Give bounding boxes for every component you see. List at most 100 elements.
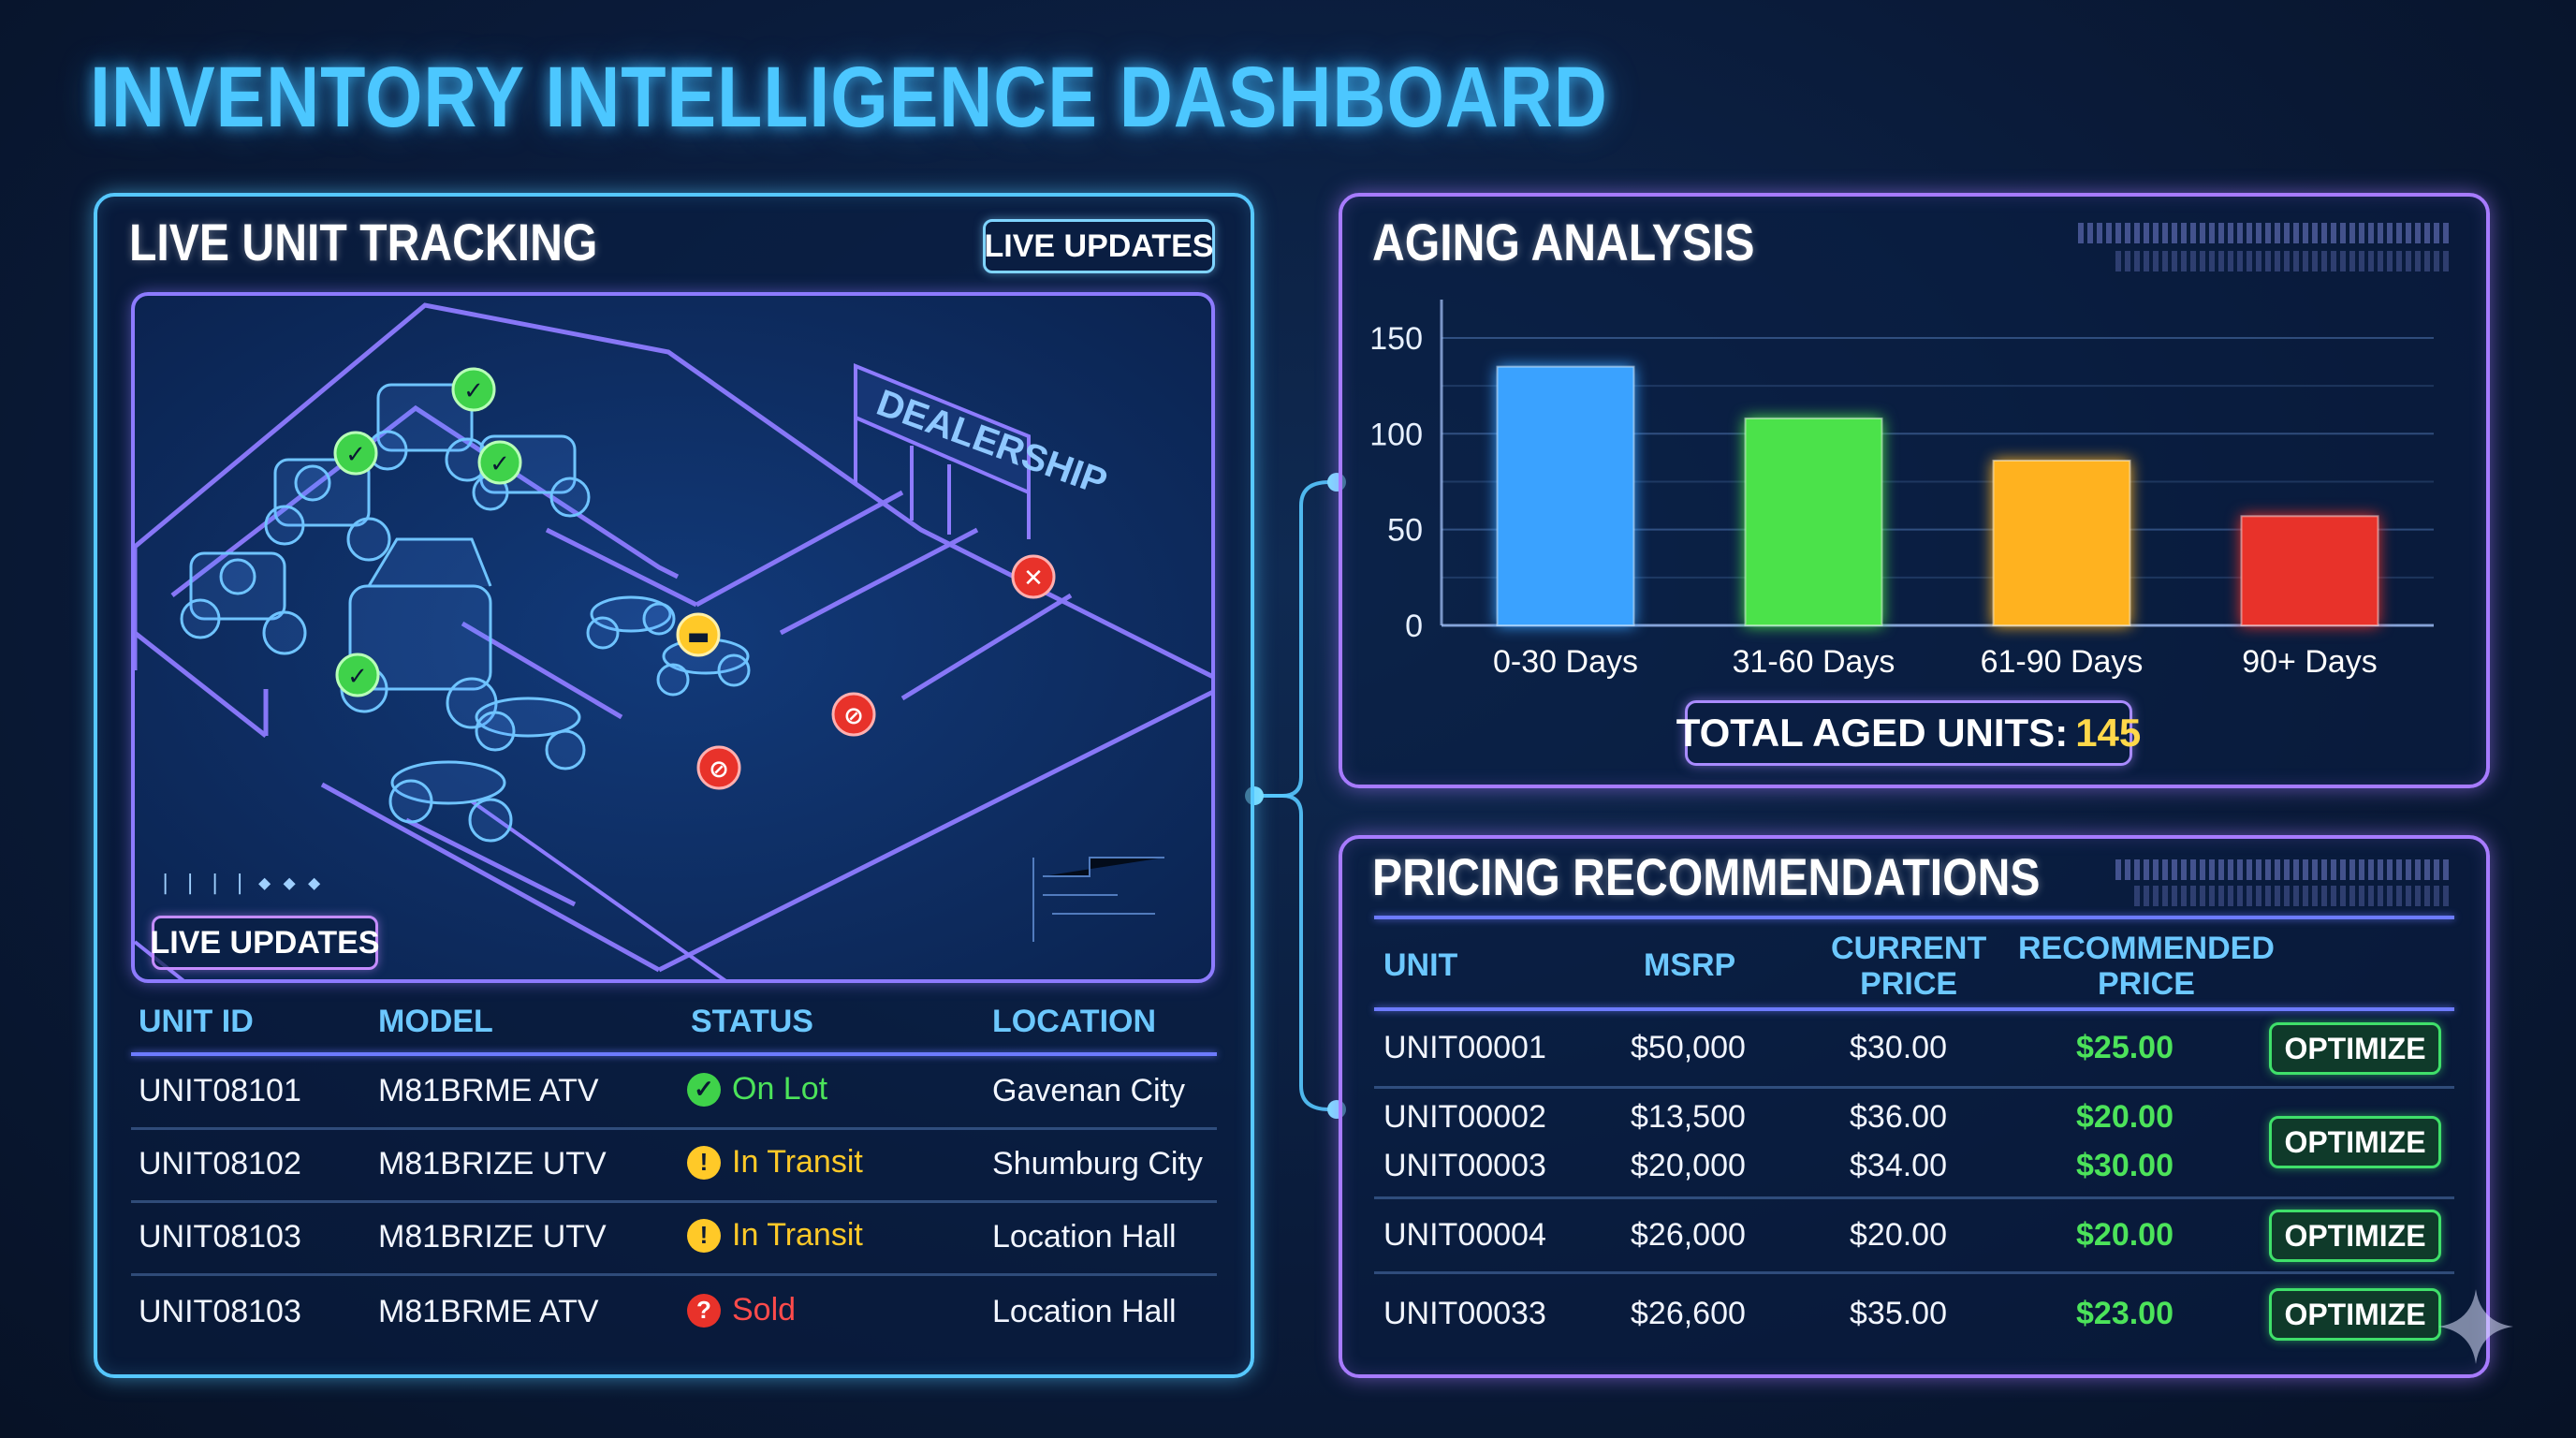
sparkle-icon (2438, 1289, 2513, 1364)
bar-31-60-days (1744, 417, 1883, 626)
data-stream-decoration (2078, 223, 2452, 243)
optimize-button[interactable]: OPTIMIZE (2269, 1210, 2441, 1262)
sold-marker-3: ⊘ (696, 745, 741, 790)
bar-90-days (2240, 515, 2379, 626)
table-header-divider (131, 1052, 1217, 1056)
pricing-row-recommended: $23.00 (2076, 1296, 2174, 1331)
svg-text:⊘: ⊘ (843, 702, 864, 730)
question-icon: ? (687, 1293, 721, 1328)
status-label: On Lot (732, 1071, 828, 1107)
y-tick-label: 150 (1369, 321, 1423, 357)
motorcycle-3 (586, 595, 676, 650)
live-updates-badge[interactable]: LIVE UPDATES (983, 219, 1215, 273)
utv-vehicle (340, 537, 498, 729)
col-unit-id: UNIT ID (139, 1004, 254, 1039)
x-tick-label: 90+ Days (2242, 644, 2378, 680)
table-row-model: M81BRME ATV (378, 1073, 599, 1108)
table-row-model: M81BRIZE UTV (378, 1219, 607, 1255)
col-recommended-line2: PRICE (2097, 966, 2195, 1002)
row-divider (1374, 1086, 2454, 1089)
in-transit-marker: ▬ (676, 612, 721, 657)
row-divider (131, 1127, 1217, 1130)
x-tick-label: 0-30 Days (1493, 644, 1638, 680)
col-current-price: CURRENT PRICE (1831, 931, 1986, 1002)
data-stream-decoration (2115, 251, 2452, 271)
bar-0-30-days (1496, 365, 1635, 626)
svg-text:✕: ✕ (1023, 565, 1044, 593)
col-current-line2: PRICE (1860, 966, 1958, 1002)
aging-bar-chart: 0 50 100 150 0-30 Days 31-60 Days 61-90 Days 90… (1369, 300, 2434, 680)
pricing-row-recommended: $25.00 (2076, 1030, 2174, 1065)
y-tick-label: 100 (1369, 417, 1423, 452)
total-aged-units: TOTAL AGED UNITS: 145 (1676, 700, 2141, 766)
svg-text:⊘: ⊘ (709, 756, 729, 784)
svg-text:▬: ▬ (687, 623, 710, 651)
svg-text:✓: ✓ (463, 377, 484, 405)
circuit-decoration (1032, 857, 1164, 942)
optimize-button[interactable]: OPTIMIZE (2269, 1288, 2441, 1341)
svg-text:✓: ✓ (345, 441, 366, 469)
svg-text:✓: ✓ (347, 663, 368, 691)
pricing-top-divider (1374, 916, 2454, 919)
col-model: MODEL (378, 1004, 493, 1039)
pricing-row-recommended: $20.00 (2076, 1099, 2174, 1135)
status-in-transit: ! In Transit (687, 1144, 863, 1181)
total-aged-label: TOTAL AGED UNITS: (1676, 711, 2069, 755)
table-row-location: Shumburg City (992, 1146, 1203, 1181)
pricing-row-msrp: $20,000 (1631, 1148, 1746, 1183)
col-recommended-price: RECOMMENDED PRICE (2018, 931, 2275, 1002)
total-aged-value: 145 (2075, 711, 2142, 755)
pricing-row-unit: UNIT00033 (1383, 1296, 1546, 1331)
atv-vehicle-3 (367, 383, 490, 482)
on-lot-marker-2: ✓ (451, 367, 496, 412)
status-on-lot: ✓ On Lot (687, 1071, 827, 1108)
pricing-row-current: $30.00 (1850, 1030, 1947, 1065)
status-sold: ? Sold (687, 1292, 796, 1328)
optimize-button[interactable]: OPTIMIZE (2269, 1022, 2441, 1075)
motorcycle-2 (475, 697, 586, 770)
pricing-row-current: $35.00 (1850, 1296, 1947, 1331)
table-row-location: Gavenan City (992, 1073, 1185, 1108)
row-divider (1374, 1196, 2454, 1199)
optimize-button[interactable]: OPTIMIZE (2269, 1116, 2441, 1168)
row-divider (131, 1273, 1217, 1276)
status-label: In Transit (732, 1144, 863, 1180)
x-tick-label: 61-90 Days (1981, 644, 2144, 680)
col-status: STATUS (691, 1004, 813, 1039)
data-stream-text: | | | | ◆ ◆ ◆ (159, 872, 321, 895)
table-row-unit-id: UNIT08103 (139, 1219, 301, 1255)
pricing-row-msrp: $26,000 (1631, 1217, 1746, 1253)
col-recommended-line1: RECOMMENDED (2018, 931, 2275, 966)
live-tracking-title: LIVE UNIT TRACKING (129, 213, 598, 271)
row-divider (131, 1200, 1217, 1203)
motorcycle-1 (388, 760, 513, 843)
pricing-row-msrp: $26,600 (1631, 1296, 1746, 1331)
pricing-row-current: $20.00 (1850, 1217, 1947, 1253)
data-stream-decoration (2134, 886, 2452, 906)
pricing-row-msrp: $50,000 (1631, 1030, 1746, 1065)
table-row-location: Location Hall (992, 1219, 1177, 1255)
table-row-unit-id: UNIT08102 (139, 1146, 301, 1181)
pricing-row-unit: UNIT00002 (1383, 1099, 1546, 1135)
warning-icon: ! (687, 1218, 721, 1253)
sold-marker-1: ✕ (1011, 554, 1056, 599)
check-icon: ✓ (687, 1072, 721, 1107)
map-live-updates-badge[interactable]: LIVE UPDATES (151, 916, 379, 970)
page-title: INVENTORY INTELLIGENCE DASHBOARD (90, 50, 1608, 145)
table-row-model: M81BRME ATV (378, 1294, 599, 1329)
col-unit: UNIT (1383, 947, 1458, 983)
table-row-unit-id: UNIT08103 (139, 1294, 301, 1329)
status-in-transit: ! In Transit (687, 1217, 863, 1254)
pricing-row-current: $34.00 (1850, 1148, 1947, 1183)
on-lot-marker-1: ✓ (333, 431, 378, 476)
table-row-unit-id: UNIT08101 (139, 1073, 301, 1108)
table-row-location: Location Hall (992, 1294, 1177, 1329)
pricing-row-unit: UNIT00001 (1383, 1030, 1546, 1065)
svg-text:✓: ✓ (490, 450, 510, 478)
pricing-panel (1339, 835, 2490, 1378)
on-lot-marker-4: ✓ (335, 653, 380, 697)
col-location: LOCATION (992, 1004, 1157, 1039)
pricing-row-current: $36.00 (1850, 1099, 1947, 1135)
data-stream-decoration (2115, 859, 2452, 880)
bar-61-90-days (1992, 459, 2131, 626)
